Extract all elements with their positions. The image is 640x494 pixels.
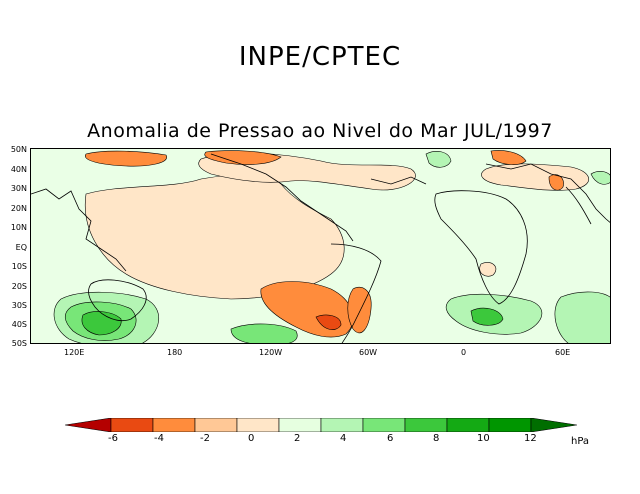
colorbar: [65, 418, 577, 432]
colorbar-tick-label: 10: [477, 433, 490, 444]
anomaly-region-positive: [81, 311, 122, 336]
colorbar-segment: [236, 418, 280, 432]
colorbar-segment: [446, 418, 490, 432]
anomaly-region-negative: [84, 173, 345, 300]
anomaly-region-positive: [590, 171, 610, 185]
colorbar-segment: [362, 418, 406, 432]
anomaly-field: [31, 150, 610, 343]
anomaly-region-negative: [479, 262, 497, 277]
lon-label: 180: [167, 348, 183, 357]
lat-label: 50N: [10, 145, 27, 154]
anomaly-region-positive: [470, 307, 504, 326]
anomaly-region-positive: [230, 323, 298, 343]
colorbar-segment: [404, 418, 448, 432]
anomaly-region-strong-negative: [490, 150, 527, 165]
anomaly-region-negative: [481, 163, 589, 191]
lon-label: 60W: [359, 348, 378, 357]
anomaly-map: [30, 148, 611, 344]
anomaly-region-positive: [425, 151, 452, 168]
lat-label: 40N: [10, 165, 27, 174]
colorbar-tick-label: 4: [340, 433, 347, 444]
lat-label: 50S: [11, 339, 27, 348]
lat-label: 20S: [11, 282, 27, 291]
lon-label: 0: [461, 348, 467, 357]
colorbar-segment: [320, 418, 364, 432]
lat-label: 10S: [11, 262, 27, 271]
anomaly-region-strong-negative: [347, 286, 372, 334]
lat-label: 10N: [10, 223, 27, 232]
colorbar-segment: [110, 418, 154, 432]
coastlines: [31, 153, 610, 343]
map-title: Anomalia de Pressao ao Nivel do Mar JUL/…: [87, 120, 553, 142]
colorbar-segment: [65, 418, 112, 432]
agency-title: INPE/CPTEC: [238, 42, 402, 72]
colorbar-tick-label: -2: [200, 433, 210, 444]
colorbar-tick-label: 12: [524, 433, 537, 444]
lat-label: 30S: [11, 301, 27, 310]
lat-label: EQ: [15, 243, 27, 252]
lat-label: 30N: [10, 184, 27, 193]
colorbar-segment: [152, 418, 196, 432]
colorbar-unit: hPa: [571, 436, 590, 447]
colorbar-segment: [488, 418, 532, 432]
colorbar-segment: [278, 418, 322, 432]
lon-label: 120W: [259, 348, 283, 357]
colorbar-tick-label: -6: [108, 433, 118, 444]
anomaly-region-strongest-negative: [315, 314, 342, 330]
colorbar-tick-label: 2: [294, 433, 301, 444]
colorbar-tick-label: -4: [154, 433, 164, 444]
colorbar-segment: [194, 418, 238, 432]
lat-label: 40S: [11, 320, 27, 329]
colorbar-tick-label: 6: [387, 433, 394, 444]
anomaly-region-strong-negative: [85, 150, 167, 167]
anomaly-region-strong-negative: [204, 150, 282, 165]
lon-label: 60E: [555, 348, 571, 357]
colorbar-tick-label: 8: [433, 433, 440, 444]
colorbar-segment: [530, 418, 577, 432]
colorbar-tick-label: 0: [248, 433, 255, 444]
lat-label: 20N: [10, 204, 27, 213]
lon-label: 120E: [64, 348, 85, 357]
anomaly-region-positive: [554, 291, 610, 343]
